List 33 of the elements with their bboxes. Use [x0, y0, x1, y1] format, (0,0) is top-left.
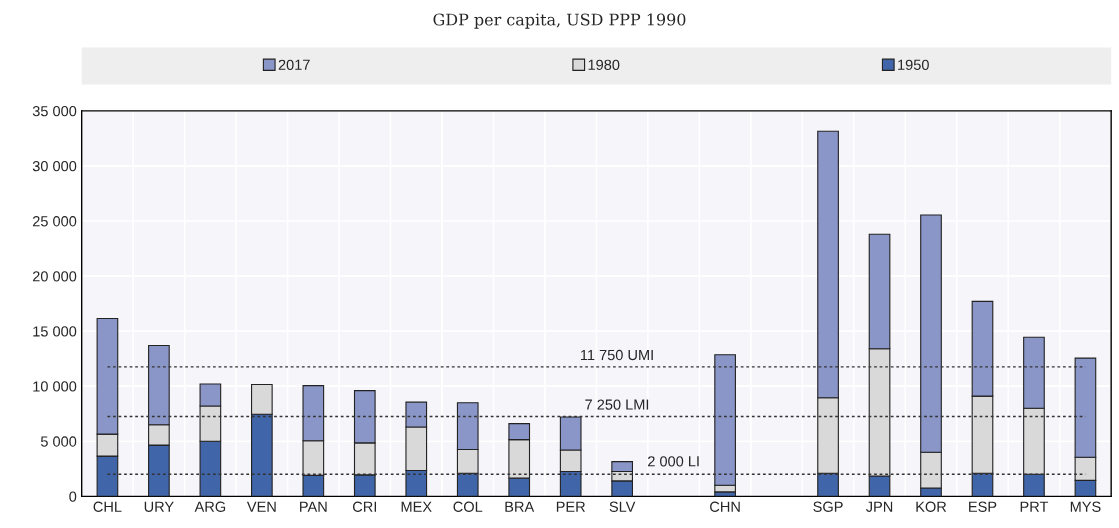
x-tick-label: MEX — [401, 501, 432, 512]
x-tick-label: SLV — [609, 501, 636, 512]
chart-subtitle: GDP per capita, USD PPP 1990 — [433, 13, 686, 29]
legend-label: 1980 — [588, 59, 620, 70]
y-tick-label: 20 000 — [32, 271, 77, 282]
y-tick-label: 10 000 — [33, 381, 77, 392]
ref-line-label: 11 750 UMI — [580, 349, 653, 361]
x-tick-label: SGP — [813, 501, 843, 512]
x-tick-label: ARG — [194, 501, 226, 512]
x-tick-label: PAN — [300, 501, 327, 512]
x-tick-label: CRI — [352, 501, 377, 512]
ref-line-label: 7 250 LMI — [585, 399, 649, 410]
x-tick-label: PER — [556, 501, 586, 512]
x-tick-label: COL — [453, 501, 483, 512]
x-tick-label: CHL — [93, 501, 122, 512]
legend-label: 1950 — [898, 59, 929, 70]
x-tick-label: URY — [144, 501, 174, 512]
x-tick-label: VEN — [246, 501, 276, 512]
x-tick-label: ESP — [969, 501, 997, 512]
x-tick-label: JPN — [865, 501, 893, 512]
legend-label: 2017 — [278, 59, 310, 70]
x-tick-label: BRA — [505, 501, 535, 512]
y-tick-label: 15 000 — [33, 326, 77, 337]
x-tick-label: KOR — [916, 501, 947, 512]
y-tick-label: 30 000 — [32, 161, 77, 172]
ref-line-label: 2 000 LI — [648, 456, 699, 467]
y-tick-label: 0 — [69, 491, 77, 502]
y-tick-label: 35 000 — [32, 105, 77, 117]
y-tick-label: 5 000 — [40, 436, 77, 447]
y-tick-label: 25 000 — [32, 216, 77, 227]
x-tick-label: CHN — [710, 501, 740, 512]
x-tick-label: MYS — [1070, 501, 1101, 512]
x-tick-label: PRT — [1020, 501, 1049, 512]
